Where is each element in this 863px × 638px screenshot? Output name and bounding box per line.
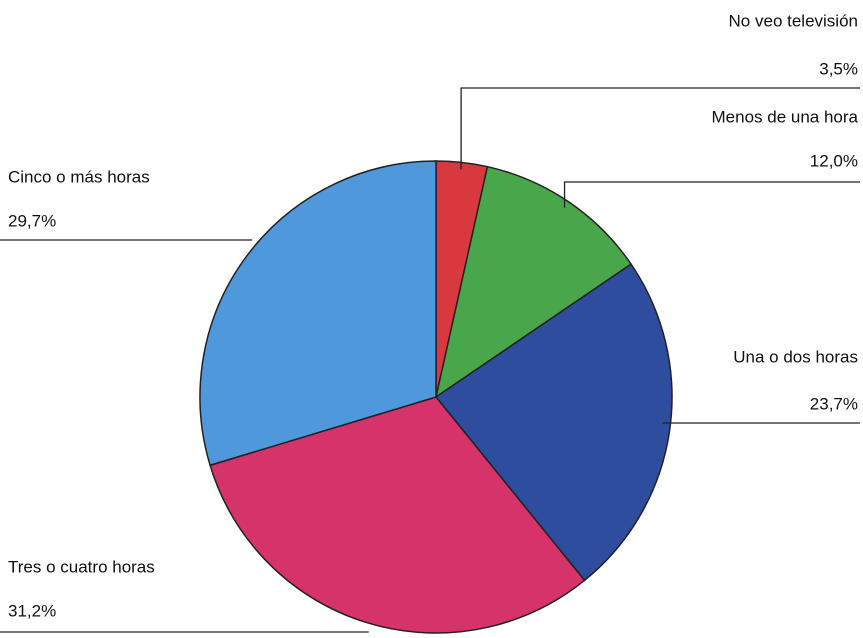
slice-value-label: 12,0% [810, 151, 858, 170]
pie-slice [434, 165, 633, 399]
slice-value-label: 23,7% [810, 394, 858, 413]
slice-label: No veo televisión [729, 11, 858, 30]
slice-label: Tres o cuatro horas [8, 557, 155, 576]
slice-value-label: 31,2% [8, 601, 56, 620]
pie-slice [199, 160, 437, 467]
slice-label: Cinco o más horas [8, 167, 150, 186]
leader-line [460, 87, 860, 170]
slice-value-label: 3,5% [819, 59, 858, 78]
slice-value-label: 29,7% [8, 211, 56, 230]
pie-slice [209, 396, 586, 634]
leader-line [563, 181, 860, 208]
pie-slice [434, 263, 673, 582]
slice-label: Menos de una hora [712, 107, 859, 126]
slice-label: Una o dos horas [733, 347, 858, 366]
